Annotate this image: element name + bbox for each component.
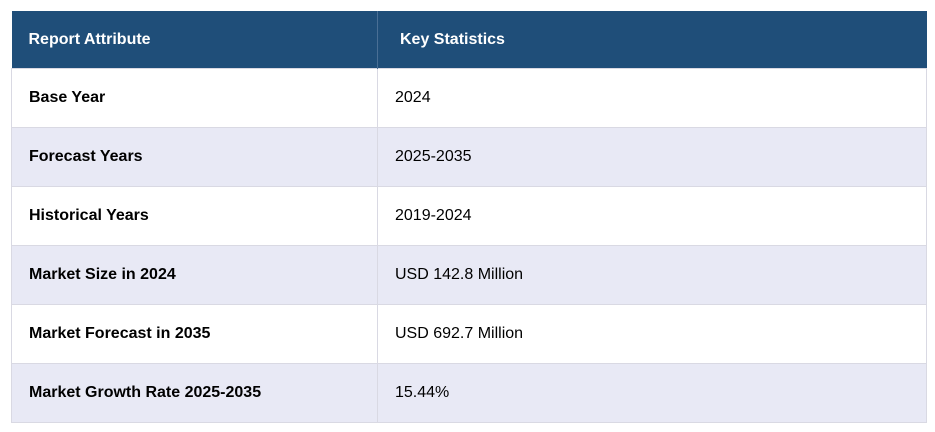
- value-cell: 2019-2024: [377, 186, 927, 246]
- attribute-cell: Forecast Years: [11, 127, 378, 187]
- attribute-cell: Base Year: [11, 68, 378, 128]
- header-row: Report Attribute Key Statistics: [11, 11, 927, 69]
- value-cell: USD 142.8 Million: [377, 245, 927, 305]
- value-cell: 2024: [377, 68, 927, 128]
- table-body: Base Year 2024 Forecast Years 2025-2035 …: [11, 68, 927, 423]
- table-row: Historical Years 2019-2024: [11, 186, 927, 246]
- table-row: Forecast Years 2025-2035: [11, 127, 927, 187]
- report-statistics-table: Report Attribute Key Statistics Base Yea…: [11, 11, 927, 423]
- header-report-attribute: Report Attribute: [11, 11, 378, 69]
- table-row: Market Size in 2024 USD 142.8 Million: [11, 245, 927, 305]
- value-cell: USD 692.7 Million: [377, 304, 927, 364]
- table-header: Report Attribute Key Statistics: [11, 11, 927, 69]
- table-row: Base Year 2024: [11, 68, 927, 128]
- value-cell: 15.44%: [377, 363, 927, 423]
- table-row: Market Growth Rate 2025-2035 15.44%: [11, 363, 927, 423]
- attribute-cell: Market Size in 2024: [11, 245, 378, 305]
- attribute-cell: Market Forecast in 2035: [11, 304, 378, 364]
- attribute-cell: Market Growth Rate 2025-2035: [11, 363, 378, 423]
- attribute-cell: Historical Years: [11, 186, 378, 246]
- report-table-container: Report Attribute Key Statistics Base Yea…: [11, 11, 927, 423]
- value-cell: 2025-2035: [377, 127, 927, 187]
- table-row: Market Forecast in 2035 USD 692.7 Millio…: [11, 304, 927, 364]
- header-key-statistics: Key Statistics: [377, 11, 927, 69]
